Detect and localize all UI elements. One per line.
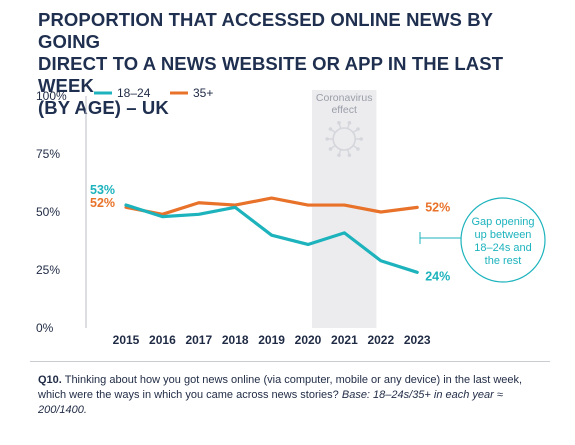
virus-spike-tip [356,147,360,151]
x-tick-label: 2023 [404,333,431,347]
x-tick-label: 2020 [295,333,322,347]
annotation-line-4: the rest [485,255,522,267]
data-label-18-24-start: 53% [90,183,115,197]
data-label-18-24-end: 24% [425,269,450,283]
annotation-line-3: 18–24s and [474,242,532,254]
x-tick-label: 2019 [258,333,285,347]
annotation-bubble [460,197,546,283]
x-tick-label: 2021 [331,333,358,347]
virus-spike-tip [337,153,341,157]
y-tick-label: 100% [36,89,67,103]
legend-label-18-24: 18–24 [117,86,151,100]
virus-icon [325,121,364,157]
chart-title: PROPORTION THAT ACCESSED ONLINE NEWS BY … [38,9,558,119]
legend: 18–24 35+ [94,86,213,100]
x-tick-label: 2016 [149,333,176,347]
x-tick-label: 2015 [113,333,140,347]
data-label-35-plus-start: 52% [90,196,115,210]
x-tick-label: 2017 [185,333,212,347]
y-tick-label: 75% [36,147,60,161]
virus-spike-tip [347,153,352,157]
virus-spike-tip [356,127,360,131]
x-axis-ticks: 2015 2016 2017 2018 2019 2020 2021 2022 2023 [113,333,431,347]
footnote-base: Base: 18–24s/35+ in each year ≈ 200/1400… [38,389,503,416]
footer-divider [30,361,550,362]
virus-spike-tip [328,127,333,131]
virus-spike-tip [337,121,341,125]
virus-spike-tip [325,137,330,141]
y-tick-label: 0% [36,321,54,335]
coronavirus-label-line-1: Coronavirus [316,92,373,104]
gap-annotation: Gap opening up between 18–24s and the re… [419,197,546,283]
x-tick-label: 2018 [222,333,249,347]
annotation-line-2: up between [475,229,532,241]
data-label-35-plus-end: 52% [425,200,450,214]
virus-spike-tip [347,121,352,125]
title-line-2: DIRECT TO A NEWS WEBSITE OR APP IN THE L… [38,53,504,96]
legend-label-35-plus: 35+ [193,86,213,100]
title-line-1: PROPORTION THAT ACCESSED ONLINE NEWS BY … [38,9,493,52]
y-tick-label: 50% [36,205,60,219]
y-axis-ticks: 0% 25% 50% 75% 100% [36,89,67,335]
coronavirus-label-line-2: effect [331,104,357,116]
footnote-question-id: Q10. [38,374,62,386]
series-layer [124,196,419,274]
annotation-line-1: Gap opening [472,216,535,228]
virus-spike-tip [359,137,364,141]
footnote-question-text: Thinking about how you got news online (… [38,374,523,401]
y-tick-label: 25% [36,263,60,277]
x-tick-label: 2022 [367,333,394,347]
virus-spike-tip [328,147,333,151]
footnote: Q10. Thinking about how you got news onl… [38,373,550,418]
title-line-3: (BY AGE) – UK [38,97,169,118]
